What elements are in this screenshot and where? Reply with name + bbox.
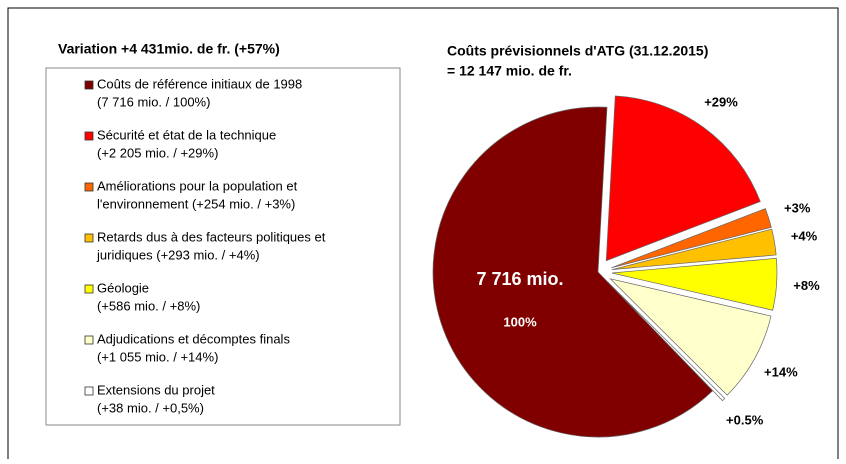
- legend-label: Retards dus à des facteurs politiques et: [97, 229, 326, 244]
- legend-swatch: [84, 284, 94, 294]
- slice-label: +4%: [791, 228, 818, 243]
- legend-label: Améliorations pour la population et: [97, 178, 298, 193]
- slice-label: 100%: [503, 314, 537, 329]
- legend-label: Géologie: [97, 280, 149, 295]
- legend-label: Extensions du projet: [97, 382, 215, 397]
- slice-label: +14%: [764, 365, 798, 380]
- chart-title: Coûts prévisionnels d'ATG (31.12.2015): [447, 43, 708, 59]
- legend-label: (+38 mio. / +0,5%): [97, 400, 204, 415]
- legend-label: (+1 055 mio. / +14%): [97, 349, 218, 364]
- slice-label: +29%: [704, 94, 738, 109]
- legend-box: [45, 67, 401, 426]
- legend-label: juridiques (+293 mio. / +4%): [96, 247, 260, 262]
- legend-swatch: [84, 233, 94, 243]
- legend-swatch: [84, 335, 94, 345]
- pie-slice: [432, 106, 714, 438]
- pie-slice: [605, 95, 761, 262]
- legend-title: Variation +4 431mio. de fr. (+57%): [58, 41, 280, 57]
- chart-subtitle: = 12 147 mio. de fr.: [447, 63, 572, 79]
- pie-slice: [609, 278, 772, 396]
- legend-label: l'environnement (+254 mio. / +3%): [97, 196, 295, 211]
- legend-label: (+2 205 mio. / +29%): [97, 145, 218, 160]
- pie-slice: [611, 228, 777, 271]
- legend-label: (7 716 mio. / 100%): [97, 94, 210, 109]
- legend-swatch: [84, 80, 94, 90]
- slice-annotation: 7 716 mio.: [476, 269, 563, 289]
- slice-label: +3%: [784, 200, 811, 215]
- pie-slice: [607, 281, 726, 402]
- legend-swatch: [84, 386, 94, 396]
- frame: [7, 7, 839, 459]
- slice-label: +8%: [793, 278, 820, 293]
- legend-label: Adjudications et décomptes finals: [97, 331, 290, 346]
- pie-slice: [611, 257, 778, 311]
- legend-swatch: [84, 131, 94, 141]
- legend-swatch: [84, 182, 94, 192]
- pie-slice: [611, 208, 772, 269]
- legend-label: Sécurité et état de la technique: [97, 127, 276, 142]
- legend-label: (+586 mio. / +8%): [97, 298, 200, 313]
- slice-label: +0.5%: [726, 412, 764, 427]
- legend-label: Coûts de référence initiaux de 1998: [97, 76, 302, 91]
